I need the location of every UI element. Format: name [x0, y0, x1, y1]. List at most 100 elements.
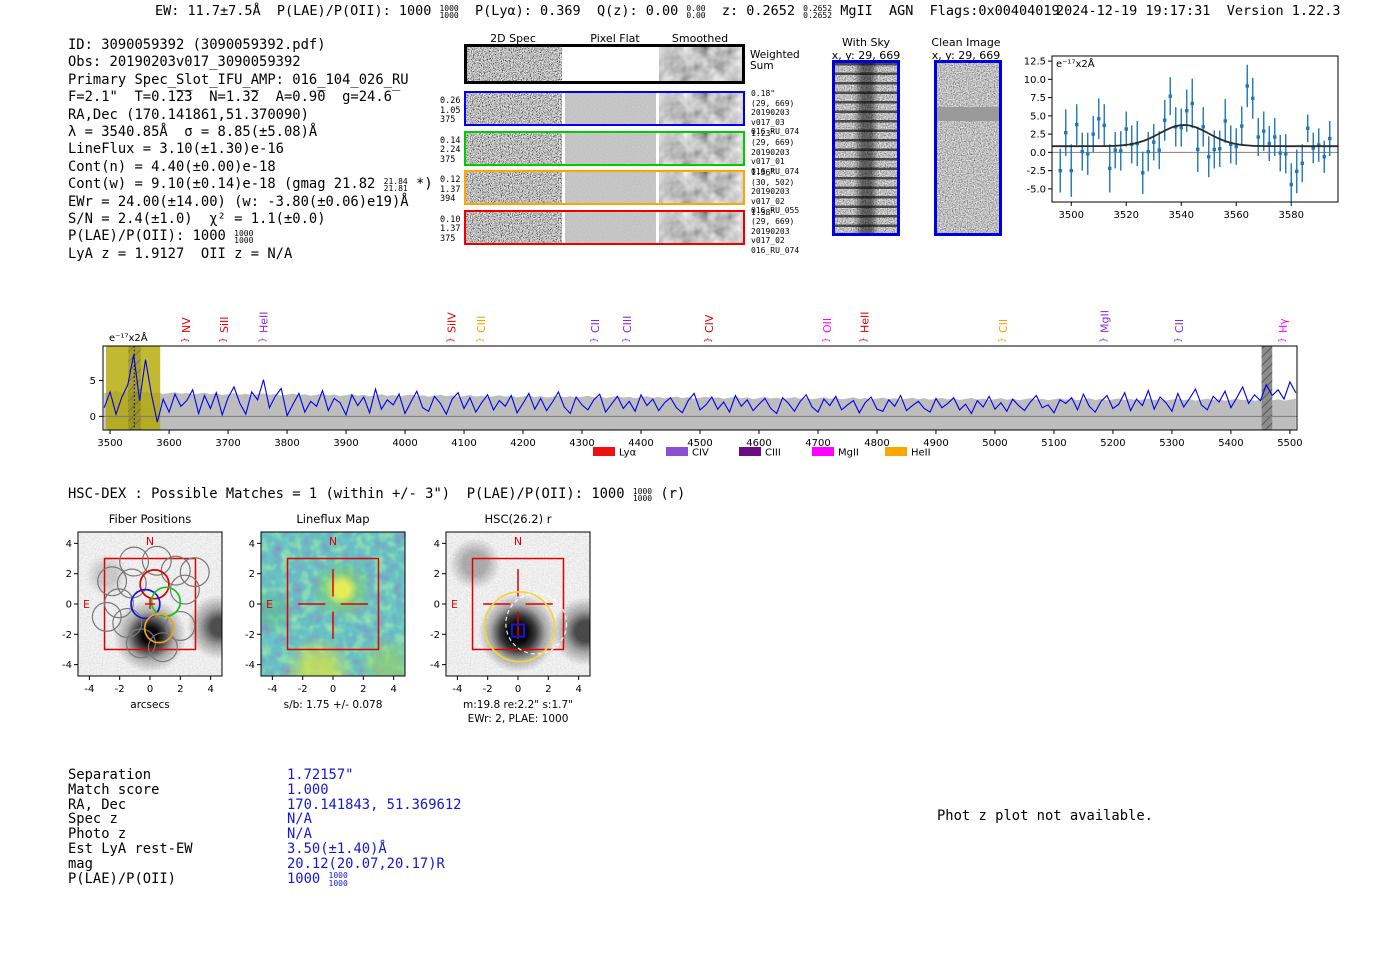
weighted-sum-label: Weighted Sum: [750, 49, 800, 72]
cutout-cell: [466, 93, 562, 124]
text-segment: LyA z = 1.9127 OII z = N/A: [68, 245, 293, 262]
text-segment: P(LAE)/P(OII): 1000: [276, 3, 440, 19]
clean-image-coords: x, y: 29, 669: [931, 49, 1001, 62]
svg-text:{: {: [445, 337, 455, 343]
row-left-stat: 0.14: [440, 135, 461, 146]
text-segment: *): [407, 176, 433, 193]
match-row-value: 3.50(±1.40)Å: [287, 840, 387, 857]
text-segment: Obs: 20190203v017_3090059392: [68, 54, 301, 71]
text-segment: Q(z): 0.00: [596, 3, 687, 19]
svg-text:CIV: CIV: [692, 448, 709, 459]
cutout-cell: [564, 172, 657, 203]
cutout-cell: [466, 172, 562, 203]
fiber-cutout-row: [464, 91, 745, 126]
cutout-cell: [466, 211, 562, 243]
row-meta-line: 0.18": [751, 89, 776, 98]
svg-text:3580: 3580: [1279, 210, 1304, 221]
photz-notice: Phot z plot not available.: [937, 808, 1153, 824]
catalog-match-table: Separation 1.72157" Match score 1.000 RA, De…: [68, 768, 461, 887]
svg-text:HeII: HeII: [257, 311, 270, 333]
svg-text:CIV: CIV: [703, 314, 716, 333]
svg-text:CIII: CIII: [475, 316, 488, 333]
row-left-stat: 1.05: [440, 105, 461, 116]
svg-text:3520: 3520: [1114, 210, 1139, 221]
fiber-cutout-row: [464, 130, 745, 166]
info-line: S/N = 2.4(±1.0) χ² = 1.1(±0.0): [68, 211, 433, 228]
stacked-fraction: 1000 1000: [328, 871, 348, 888]
stacked-fraction: 0.00 0.00: [686, 3, 706, 20]
match-table-row: Est LyA rest-EW 3.50(±1.40)Å: [68, 842, 461, 857]
svg-text:MgII: MgII: [1099, 310, 1112, 333]
row-left-stats: 0.14 2.24 375: [440, 135, 461, 166]
text-segment: HSC-DEX : Possible Matches = 1 (within +…: [68, 486, 467, 502]
row-meta-line: 20190203: [751, 108, 790, 118]
svg-text:CIII: CIII: [765, 448, 781, 459]
match-table-row: Photo z N/A: [68, 827, 461, 842]
svg-text:4600: 4600: [746, 438, 771, 449]
match-row-value: N/A: [287, 826, 312, 843]
row-left-stat: 1.37: [440, 224, 461, 234]
hsc-r-caption2: EWr: 2, PLAE: 1000: [467, 713, 569, 725]
match-row-label: Photo z: [68, 826, 127, 843]
row-meta-line: 016_RU_074: [751, 166, 800, 176]
clean-image-title: Clean Image x, y: 29, 669: [911, 36, 1021, 62]
clean-image: [934, 60, 1002, 236]
row-meta-line: 016_RU_055: [751, 206, 800, 216]
svg-text:3900: 3900: [333, 438, 358, 449]
svg-text:Hγ: Hγ: [1277, 318, 1290, 333]
lineflux-blobs: [261, 532, 405, 676]
text-segment: z: 0.2652: [721, 3, 804, 19]
cutout-cell: [659, 172, 743, 203]
header-summary: EW: 11.7±7.5Å P(LAE)/P(OII): 1000 1000 10…: [155, 3, 1060, 20]
info-line: RA,Dec (170.141861,51.370090): [68, 107, 433, 124]
svg-text:4200: 4200: [510, 438, 535, 449]
cutout-cell: [564, 93, 657, 124]
row-meta-line: 20190203: [751, 187, 790, 197]
info-line: Primary Spec_Slot_IFU_AMP: 016_104_026_R…: [68, 72, 433, 89]
svg-text:{: {: [996, 337, 1006, 343]
header-meta-gap: [1210, 3, 1226, 19]
svg-text:4700: 4700: [805, 438, 830, 449]
lineflux-map-panel: Lineflux Map -4 -4 -2 -2 0 0 2 2 4 4 N E s/b: 1.75 …: [226, 511, 444, 729]
info-line: F=2.1" T=0.1̅2̅3 N=1.3̅2 A=0.9̅0 g=24.6̅: [68, 89, 433, 106]
report-timestamp: 2024-12-19 19:17:31: [1056, 3, 1211, 19]
cutout-cell: [659, 211, 743, 243]
text-segment: [706, 3, 722, 19]
svg-text:NV: NV: [180, 317, 193, 333]
svg-text:0: 0: [66, 600, 72, 611]
svg-text:{: {: [474, 337, 484, 343]
svg-text:3500: 3500: [97, 438, 122, 449]
row-meta-line: (29, 669): [751, 98, 795, 108]
svg-text:3800: 3800: [274, 438, 299, 449]
svg-text:0: 0: [330, 684, 336, 695]
svg-text:{: {: [588, 337, 598, 343]
svg-text:HeII: HeII: [911, 448, 931, 459]
info-line: λ = 3540.85Å σ = 8.85(±5.08)Å: [68, 124, 433, 141]
info-line: Cont(w) = 9.10(±0.14)e-18 (gmag 21.82 21…: [68, 176, 433, 193]
svg-text:-4: -4: [430, 660, 440, 671]
match-table-row: RA, Dec 170.141843, 51.369612: [68, 797, 461, 813]
text-segment: λ = 3540.85Å σ = 8.85(±5.08)Å: [68, 124, 318, 141]
match-row-label: Spec z: [68, 811, 118, 828]
stacked-fraction: 21.84 21.81: [383, 176, 408, 194]
info-line: LyA z = 1.9127 OII z = N/A: [68, 246, 433, 263]
weighted-pixel-flat-image: [564, 47, 656, 81]
svg-text:3540: 3540: [1169, 210, 1194, 221]
svg-text:0: 0: [249, 600, 255, 611]
row-meta-line: (30, 502): [751, 177, 795, 187]
row-meta-line: v017_02: [751, 236, 785, 246]
with-sky-title: With Sky x, y: 29, 669: [811, 36, 921, 62]
fiber-cutout-row: [464, 209, 745, 245]
svg-text:4000: 4000: [392, 438, 417, 449]
svg-text:0: 0: [434, 600, 440, 611]
row-right-meta: 0.18" (29, 669) 20190203 v017_03 016_RU_074: [751, 89, 799, 137]
text-segment: EW: 11.7±7.5Å: [155, 3, 277, 19]
clean-band-overlay: [937, 63, 999, 233]
svg-text:OII: OII: [821, 318, 834, 333]
svg-text:5400: 5400: [1218, 438, 1243, 449]
row-meta-line: (29, 669): [751, 217, 795, 227]
svg-text:3560: 3560: [1224, 210, 1249, 221]
svg-text:-2: -2: [483, 684, 493, 695]
cutout-cell: [466, 132, 562, 164]
svg-text:N: N: [514, 535, 522, 548]
